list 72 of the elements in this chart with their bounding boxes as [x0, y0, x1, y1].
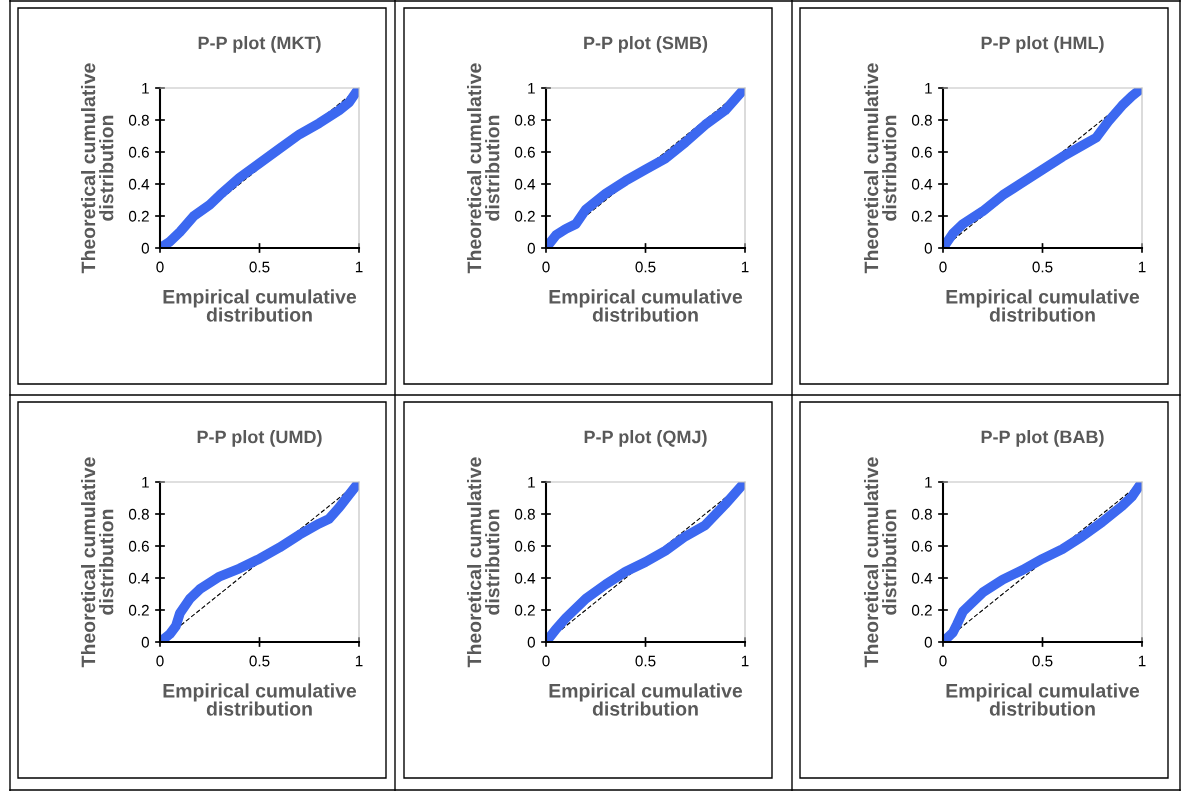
y-tick-label: 0 — [141, 636, 149, 648]
y-tick-label: 0 — [924, 636, 932, 648]
chart-title: P-P plot (QMJ) — [584, 430, 707, 447]
chart-title: P-P plot (MKT) — [198, 36, 321, 53]
y-axis-title: Theoretical cumulative distribution — [863, 457, 897, 668]
y-tick-label: 0.2 — [911, 604, 932, 616]
y-tick-label: 1 — [142, 83, 149, 94]
x-tick-label: 0 — [542, 655, 550, 667]
x-tick-label: 0.5 — [1032, 261, 1053, 273]
y-tick-label: 1 — [528, 477, 535, 488]
y-tick-label: 0.8 — [911, 508, 932, 520]
y-tick-label: 0.4 — [911, 572, 933, 584]
y-tick-label: 0.6 — [514, 146, 535, 158]
y-axis-title: Theoretical cumulative distribution — [466, 457, 500, 668]
x-tick-label: 0.5 — [635, 655, 656, 667]
y-axis-title: Theoretical cumulative distribution — [80, 457, 114, 668]
y-tick-label: 0 — [924, 242, 932, 254]
y-tick-label: 1 — [925, 477, 932, 488]
y-tick-label: 0.4 — [911, 178, 933, 190]
y-axis-title: Theoretical cumulative distribution — [863, 63, 897, 274]
x-axis-title: Empirical cumulative distribution — [163, 683, 357, 716]
y-tick-label: 0.6 — [128, 540, 149, 552]
x-tick-label: 1 — [741, 261, 749, 273]
x-axis-title: Empirical cumulative distribution — [946, 683, 1140, 716]
y-tick-label: 0.8 — [514, 508, 535, 520]
x-axis-title: Empirical cumulative distribution — [549, 289, 743, 322]
chart-title: P-P plot (HML) — [981, 36, 1104, 53]
x-tick-label: 0.5 — [1032, 655, 1053, 667]
y-tick-label: 0.4 — [128, 178, 150, 190]
x-tick-label: 0.5 — [635, 261, 656, 273]
x-axis-title: Empirical cumulative distribution — [163, 289, 357, 322]
y-tick-label: 0.6 — [128, 146, 149, 158]
y-axis-title: Theoretical cumulative distribution — [466, 63, 500, 274]
x-tick-label: 1 — [741, 655, 749, 667]
x-tick-label: 1 — [1138, 261, 1146, 273]
x-tick-label: 0 — [939, 655, 947, 667]
y-tick-label: 0.6 — [514, 540, 535, 552]
x-tick-label: 0 — [542, 261, 550, 273]
y-tick-label: 0.4 — [514, 178, 536, 190]
x-axis-title: Empirical cumulative distribution — [946, 289, 1140, 322]
x-axis-title: Empirical cumulative distribution — [549, 683, 743, 716]
y-tick-label: 0.2 — [514, 210, 535, 222]
chart-title: P-P plot (SMB) — [584, 36, 708, 53]
y-tick-label: 0.2 — [128, 210, 149, 222]
x-tick-label: 1 — [1138, 655, 1146, 667]
y-tick-label: 0.4 — [128, 572, 150, 584]
x-tick-label: 0.5 — [249, 261, 270, 273]
y-tick-label: 1 — [528, 83, 535, 94]
y-axis-title: Theoretical cumulative distribution — [80, 63, 114, 274]
y-tick-label: 0 — [141, 242, 149, 254]
y-tick-label: 0.2 — [514, 604, 535, 616]
x-tick-label: 0 — [156, 655, 164, 667]
y-tick-label: 0.8 — [911, 114, 932, 126]
x-tick-label: 1 — [355, 655, 363, 667]
y-tick-label: 1 — [925, 83, 932, 94]
y-tick-label: 0.2 — [911, 210, 932, 222]
y-tick-label: 0.6 — [911, 146, 932, 158]
y-tick-label: 0 — [527, 636, 535, 648]
y-tick-label: 0.6 — [911, 540, 932, 552]
x-tick-label: 1 — [355, 261, 363, 273]
y-tick-label: 1 — [142, 477, 149, 488]
y-tick-label: 0.2 — [128, 604, 149, 616]
x-tick-label: 0 — [939, 261, 947, 273]
chart-title: P-P plot (BAB) — [981, 430, 1104, 447]
chart-title: P-P plot (UMD) — [197, 430, 322, 447]
x-tick-label: 0 — [156, 261, 164, 273]
y-tick-label: 0.8 — [514, 114, 535, 126]
y-tick-label: 0.8 — [128, 508, 149, 520]
y-tick-label: 0.4 — [514, 572, 536, 584]
x-tick-label: 0.5 — [249, 655, 270, 667]
y-tick-label: 0.8 — [128, 114, 149, 126]
y-tick-label: 0 — [527, 242, 535, 254]
